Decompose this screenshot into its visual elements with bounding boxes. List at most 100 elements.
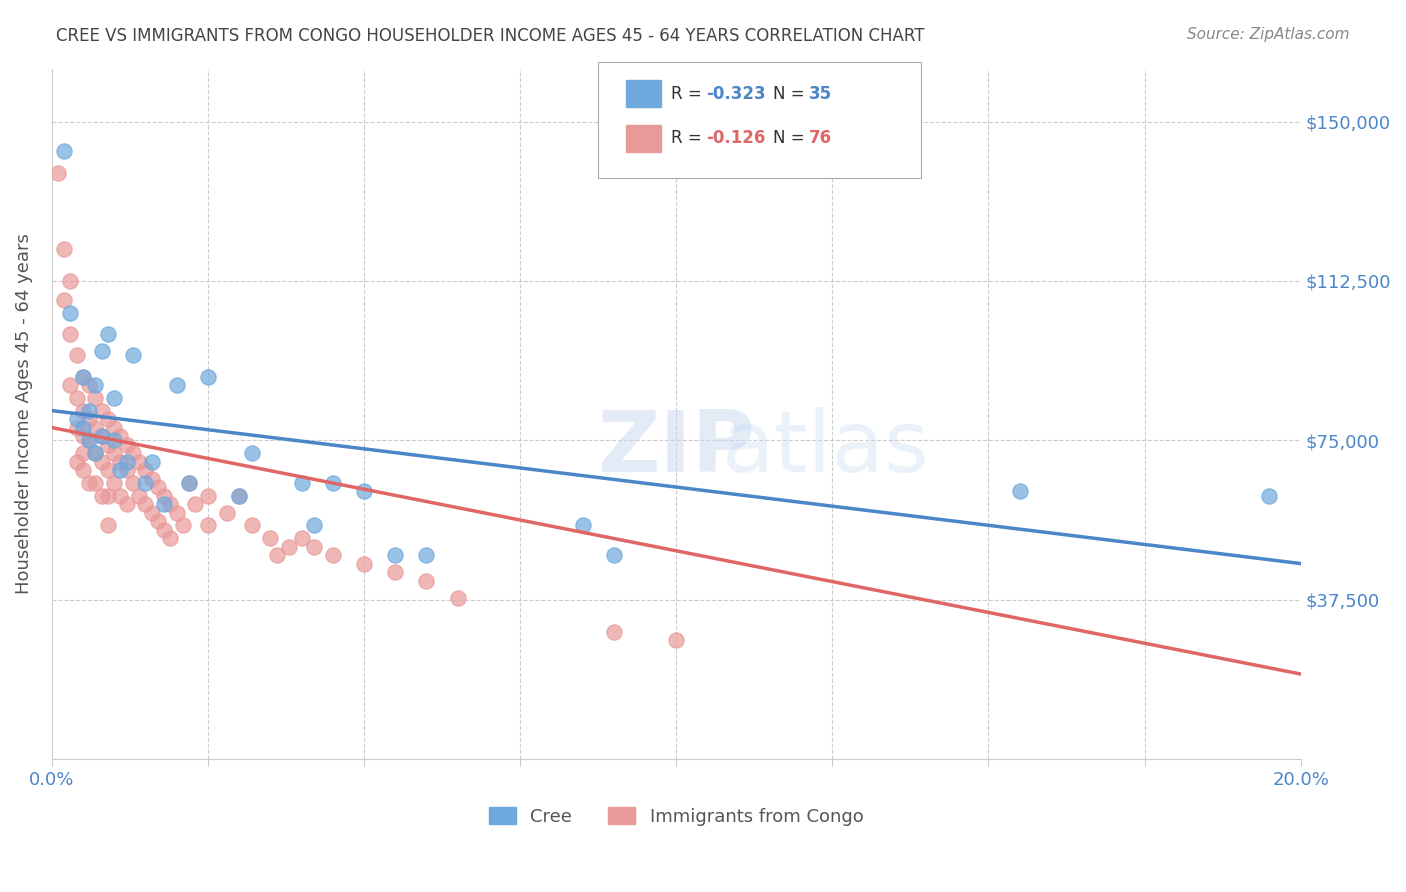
Point: [97, 518, 120, 533]
Point: [53, 145, 76, 159]
Point: [322, 475, 344, 490]
Point: [103, 391, 125, 405]
Text: 76: 76: [808, 129, 831, 147]
Point: [290, 531, 312, 545]
Point: [302, 518, 325, 533]
Point: [77, 475, 100, 490]
Point: [97, 489, 120, 503]
Point: [197, 489, 219, 503]
Point: [53, 293, 76, 307]
Point: [384, 565, 406, 579]
Point: [259, 531, 281, 545]
Y-axis label: Householder Income Ages 45 - 64 years: Householder Income Ages 45 - 64 years: [15, 234, 32, 594]
Point: [90, 429, 112, 443]
Point: [153, 523, 176, 537]
Text: Source: ZipAtlas.com: Source: ZipAtlas.com: [1187, 27, 1350, 42]
Point: [146, 514, 169, 528]
Text: atlas: atlas: [723, 407, 929, 490]
Point: [122, 446, 145, 460]
Point: [128, 489, 150, 503]
Point: [66, 454, 89, 468]
Point: [77, 412, 100, 426]
Point: [77, 434, 100, 448]
Point: [228, 489, 250, 503]
Point: [103, 420, 125, 434]
Point: [97, 412, 120, 426]
Point: [128, 454, 150, 468]
Point: [90, 403, 112, 417]
Point: [72, 429, 94, 443]
Point: [179, 475, 201, 490]
Point: [603, 548, 626, 562]
Point: [110, 463, 132, 477]
Text: N =: N =: [773, 129, 810, 147]
Point: [110, 429, 132, 443]
Point: [72, 463, 94, 477]
Point: [353, 484, 375, 499]
Point: [278, 540, 301, 554]
Text: R =: R =: [671, 129, 707, 147]
Point: [115, 497, 138, 511]
Point: [97, 327, 120, 342]
Point: [66, 348, 89, 362]
Point: [172, 518, 194, 533]
Point: [415, 574, 437, 588]
Point: [166, 378, 188, 392]
Point: [1008, 484, 1031, 499]
Point: [603, 624, 626, 639]
Point: [197, 369, 219, 384]
Point: [59, 306, 82, 320]
Point: [90, 429, 112, 443]
Point: [197, 518, 219, 533]
Point: [77, 434, 100, 448]
Point: [110, 454, 132, 468]
Point: [59, 327, 82, 342]
Point: [141, 506, 163, 520]
Legend: Cree, Immigrants from Congo: Cree, Immigrants from Congo: [482, 800, 870, 833]
Point: [59, 274, 82, 288]
Point: [66, 391, 89, 405]
Point: [159, 497, 181, 511]
Text: 35: 35: [808, 85, 831, 103]
Point: [141, 472, 163, 486]
Point: [84, 446, 107, 460]
Point: [72, 369, 94, 384]
Point: [84, 378, 107, 392]
Point: [166, 506, 188, 520]
Point: [115, 463, 138, 477]
Point: [59, 378, 82, 392]
Point: [240, 518, 263, 533]
Point: [665, 633, 688, 648]
Point: [290, 475, 312, 490]
Point: [90, 454, 112, 468]
Point: [97, 463, 120, 477]
Point: [153, 497, 176, 511]
Point: [146, 480, 169, 494]
Point: [122, 348, 145, 362]
Point: [72, 420, 94, 434]
Text: R =: R =: [671, 85, 707, 103]
Point: [84, 475, 107, 490]
Text: -0.323: -0.323: [706, 85, 765, 103]
Point: [322, 548, 344, 562]
Point: [1258, 489, 1281, 503]
Point: [72, 369, 94, 384]
Point: [240, 446, 263, 460]
Point: [179, 475, 201, 490]
Point: [53, 242, 76, 256]
Point: [115, 437, 138, 451]
Text: ZIP: ZIP: [598, 407, 755, 490]
Point: [84, 391, 107, 405]
Text: -0.126: -0.126: [706, 129, 765, 147]
Point: [46, 166, 69, 180]
Text: CREE VS IMMIGRANTS FROM CONGO HOUSEHOLDER INCOME AGES 45 - 64 YEARS CORRELATION : CREE VS IMMIGRANTS FROM CONGO HOUSEHOLDE…: [56, 27, 925, 45]
Point: [266, 548, 288, 562]
Point: [72, 446, 94, 460]
Point: [353, 557, 375, 571]
Point: [184, 497, 207, 511]
Point: [122, 475, 145, 490]
Point: [103, 446, 125, 460]
Point: [77, 378, 100, 392]
Point: [66, 412, 89, 426]
Point: [77, 403, 100, 417]
